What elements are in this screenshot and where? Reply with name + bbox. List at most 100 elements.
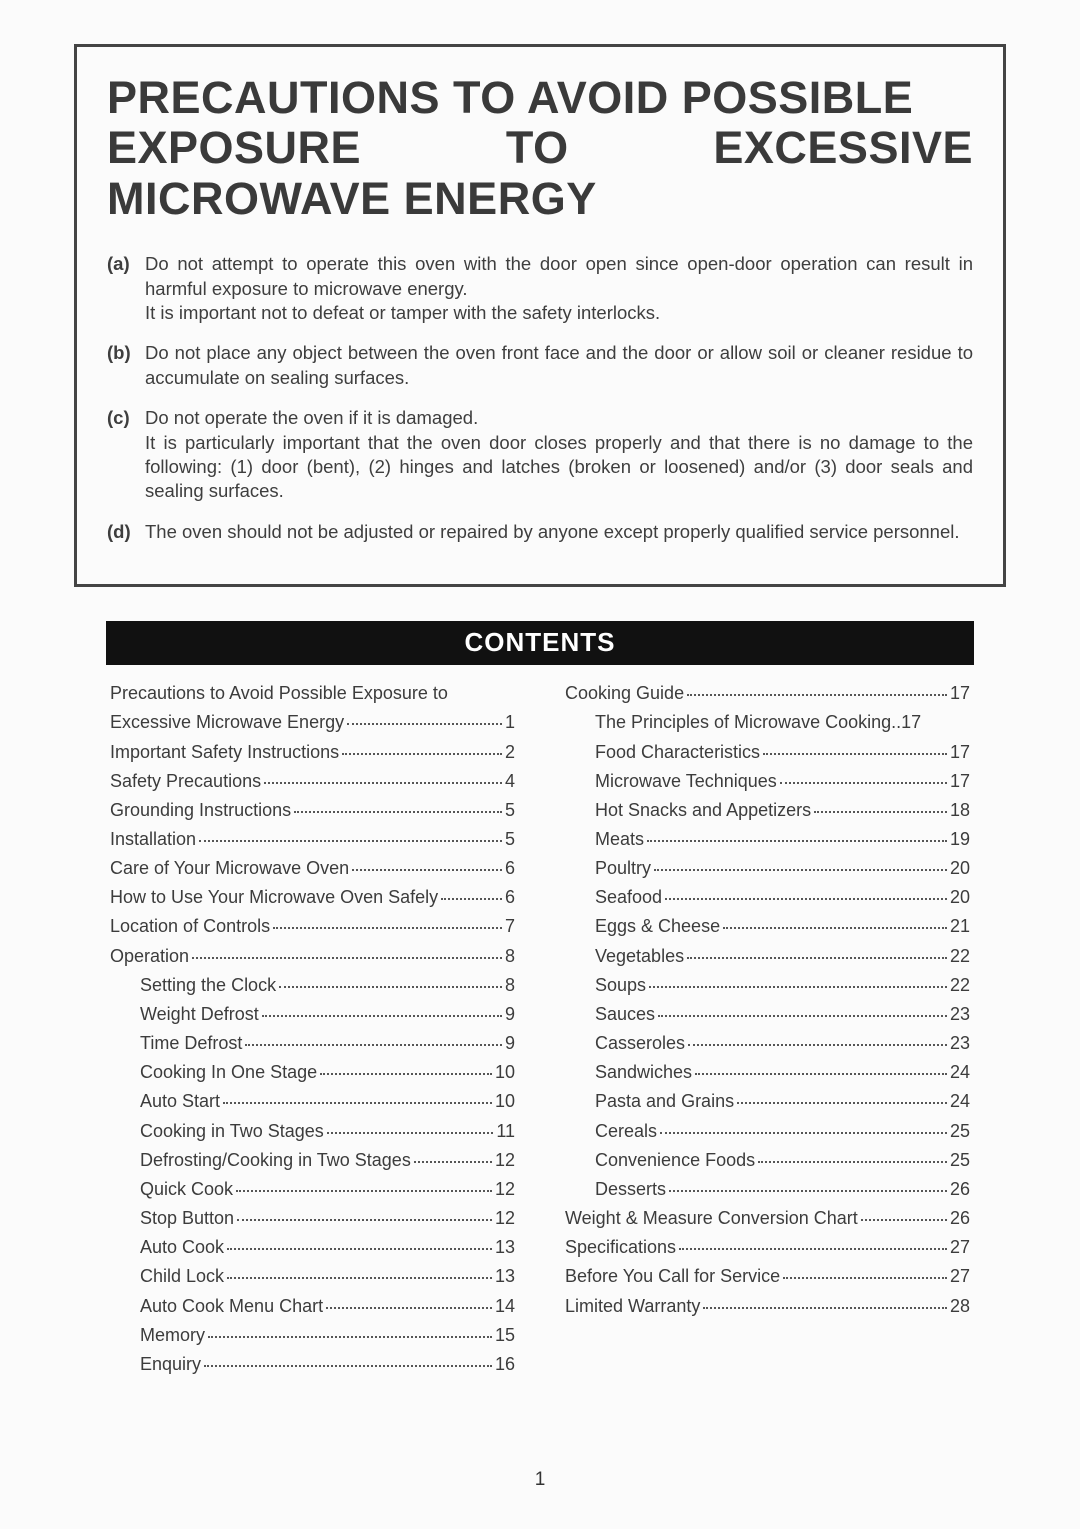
- toc-entry-page: 21: [950, 912, 970, 941]
- toc-entry-label: Food Characteristics: [565, 738, 760, 767]
- toc-entry-page: 25: [950, 1146, 970, 1175]
- toc-entry-label: Specifications: [565, 1233, 676, 1262]
- toc-leader-dots: [208, 1336, 492, 1338]
- toc-leader-dots: [199, 840, 502, 842]
- toc-entry-label: Eggs & Cheese: [565, 912, 720, 941]
- table-of-contents: Precautions to Avoid Possible Exposure t…: [74, 679, 1006, 1379]
- toc-leader-dots: [441, 898, 502, 900]
- toc-entry: Location of Controls 7: [110, 912, 515, 941]
- toc-entry: Food Characteristics17: [565, 738, 970, 767]
- toc-column-right: Cooking Guide17The Principles of Microwa…: [565, 679, 970, 1379]
- toc-leader-short: ..: [891, 708, 901, 737]
- toc-entry: Quick Cook12: [110, 1175, 515, 1204]
- toc-entry-page: 18: [950, 796, 970, 825]
- toc-entry-page: 9: [505, 1000, 515, 1029]
- toc-entry-label: Installation: [110, 825, 196, 854]
- toc-leader-dots: [687, 957, 947, 959]
- toc-leader-dots: [669, 1190, 947, 1192]
- toc-leader-dots: [204, 1365, 492, 1367]
- toc-entry-page: 19: [950, 825, 970, 854]
- toc-entry: Operation8: [110, 942, 515, 971]
- toc-entry: Grounding Instructions5: [110, 796, 515, 825]
- precaution-item-text: Do not operate the oven if it is damaged…: [145, 406, 973, 504]
- toc-entry: Specifications27: [565, 1233, 970, 1262]
- toc-entry-page: 20: [950, 883, 970, 912]
- toc-leader-dots: [192, 957, 502, 959]
- toc-entry-label: Microwave Techniques: [565, 767, 777, 796]
- toc-leader-dots: [687, 694, 947, 696]
- toc-entry-label: Child Lock: [110, 1262, 224, 1291]
- title-line-3: MICROWAVE ENERGY: [107, 173, 597, 224]
- toc-entry: Before You Call for Service27: [565, 1262, 970, 1291]
- toc-entry-label: Soups: [565, 971, 646, 1000]
- toc-leader-dots: [326, 1307, 492, 1309]
- toc-entry: Auto Cook Menu Chart14: [110, 1292, 515, 1321]
- toc-entry: Cooking In One Stage10: [110, 1058, 515, 1087]
- toc-entry: The Principles of Microwave Cooking ..17: [565, 708, 970, 737]
- precautions-box: PRECAUTIONS TO AVOID POSSIBLE EXPOSURE T…: [74, 44, 1006, 587]
- precautions-list: (a)Do not attempt to operate this oven w…: [107, 252, 973, 544]
- toc-leader-dots: [647, 840, 947, 842]
- toc-entry-label: Weight Defrost: [110, 1000, 259, 1029]
- toc-entry: Vegetables 22: [565, 942, 970, 971]
- toc-entry: Eggs & Cheese 21: [565, 912, 970, 941]
- toc-entry-page: 7: [505, 912, 515, 941]
- contents-header: CONTENTS: [106, 621, 974, 665]
- toc-leader-dots: [347, 723, 502, 725]
- toc-entry: Cooking Guide17: [565, 679, 970, 708]
- toc-entry-page: 10: [495, 1087, 515, 1116]
- toc-entry-label: Cooking In One Stage: [110, 1058, 317, 1087]
- toc-entry-label: Care of Your Microwave Oven: [110, 854, 349, 883]
- title-line-2: EXPOSURE TO EXCESSIVE: [107, 123, 973, 173]
- toc-entry: Time Defrost9: [110, 1029, 515, 1058]
- toc-leader-dots: [237, 1219, 492, 1221]
- toc-entry: Limited Warranty28: [565, 1292, 970, 1321]
- precaution-item: (b)Do not place any object between the o…: [107, 341, 973, 390]
- toc-leader-dots: [737, 1102, 947, 1104]
- toc-entry-label: Desserts: [565, 1175, 666, 1204]
- toc-entry-label: Precautions to Avoid Possible Exposure t…: [110, 679, 448, 708]
- toc-leader-dots: [227, 1277, 492, 1279]
- toc-entry-label: Location of Controls: [110, 912, 270, 941]
- toc-entry-label: Sauces: [565, 1000, 655, 1029]
- toc-entry-page: 6: [505, 854, 515, 883]
- toc-entry-label: Sandwiches: [565, 1058, 692, 1087]
- toc-leader-dots: [679, 1248, 947, 1250]
- toc-entry-label: Operation: [110, 942, 189, 971]
- toc-leader-dots: [723, 927, 947, 929]
- toc-entry-label: Stop Button: [110, 1204, 234, 1233]
- toc-leader-dots: [763, 753, 947, 755]
- toc-entry-label: Convenience Foods: [565, 1146, 755, 1175]
- toc-entry-page: 14: [495, 1292, 515, 1321]
- toc-entry: Pasta and Grains24: [565, 1087, 970, 1116]
- toc-entry-page: 17: [901, 708, 921, 737]
- toc-entry-label: Pasta and Grains: [565, 1087, 734, 1116]
- toc-entry-page: 23: [950, 1029, 970, 1058]
- toc-entry: Child Lock13: [110, 1262, 515, 1291]
- toc-leader-dots: [245, 1044, 502, 1046]
- toc-entry-label: Meats: [565, 825, 644, 854]
- toc-leader-dots: [783, 1277, 947, 1279]
- toc-entry-label: Vegetables: [565, 942, 684, 971]
- toc-leader-dots: [223, 1102, 492, 1104]
- toc-entry: Setting the Clock8: [110, 971, 515, 1000]
- toc-entry-page: 23: [950, 1000, 970, 1029]
- toc-leader-dots: [236, 1190, 492, 1192]
- toc-entry-page: 26: [950, 1175, 970, 1204]
- toc-entry-label: The Principles of Microwave Cooking: [565, 708, 891, 737]
- title-line-1: PRECAUTIONS TO AVOID POSSIBLE: [107, 72, 913, 123]
- toc-entry-label: Grounding Instructions: [110, 796, 291, 825]
- toc-leader-dots: [780, 782, 947, 784]
- toc-entry: Soups22: [565, 971, 970, 1000]
- toc-entry-label: Cooking in Two Stages: [110, 1117, 324, 1146]
- toc-entry-label: Important Safety Instructions: [110, 738, 339, 767]
- precaution-item: (a)Do not attempt to operate this oven w…: [107, 252, 973, 325]
- toc-leader-dots: [665, 898, 947, 900]
- toc-entry: Precautions to Avoid Possible Exposure t…: [110, 679, 515, 708]
- toc-entry-page: 22: [950, 942, 970, 971]
- toc-entry-page: 9: [505, 1029, 515, 1058]
- toc-entry-page: 8: [505, 971, 515, 1000]
- toc-entry-page: 24: [950, 1058, 970, 1087]
- toc-leader-dots: [279, 986, 502, 988]
- toc-entry: Desserts 26: [565, 1175, 970, 1204]
